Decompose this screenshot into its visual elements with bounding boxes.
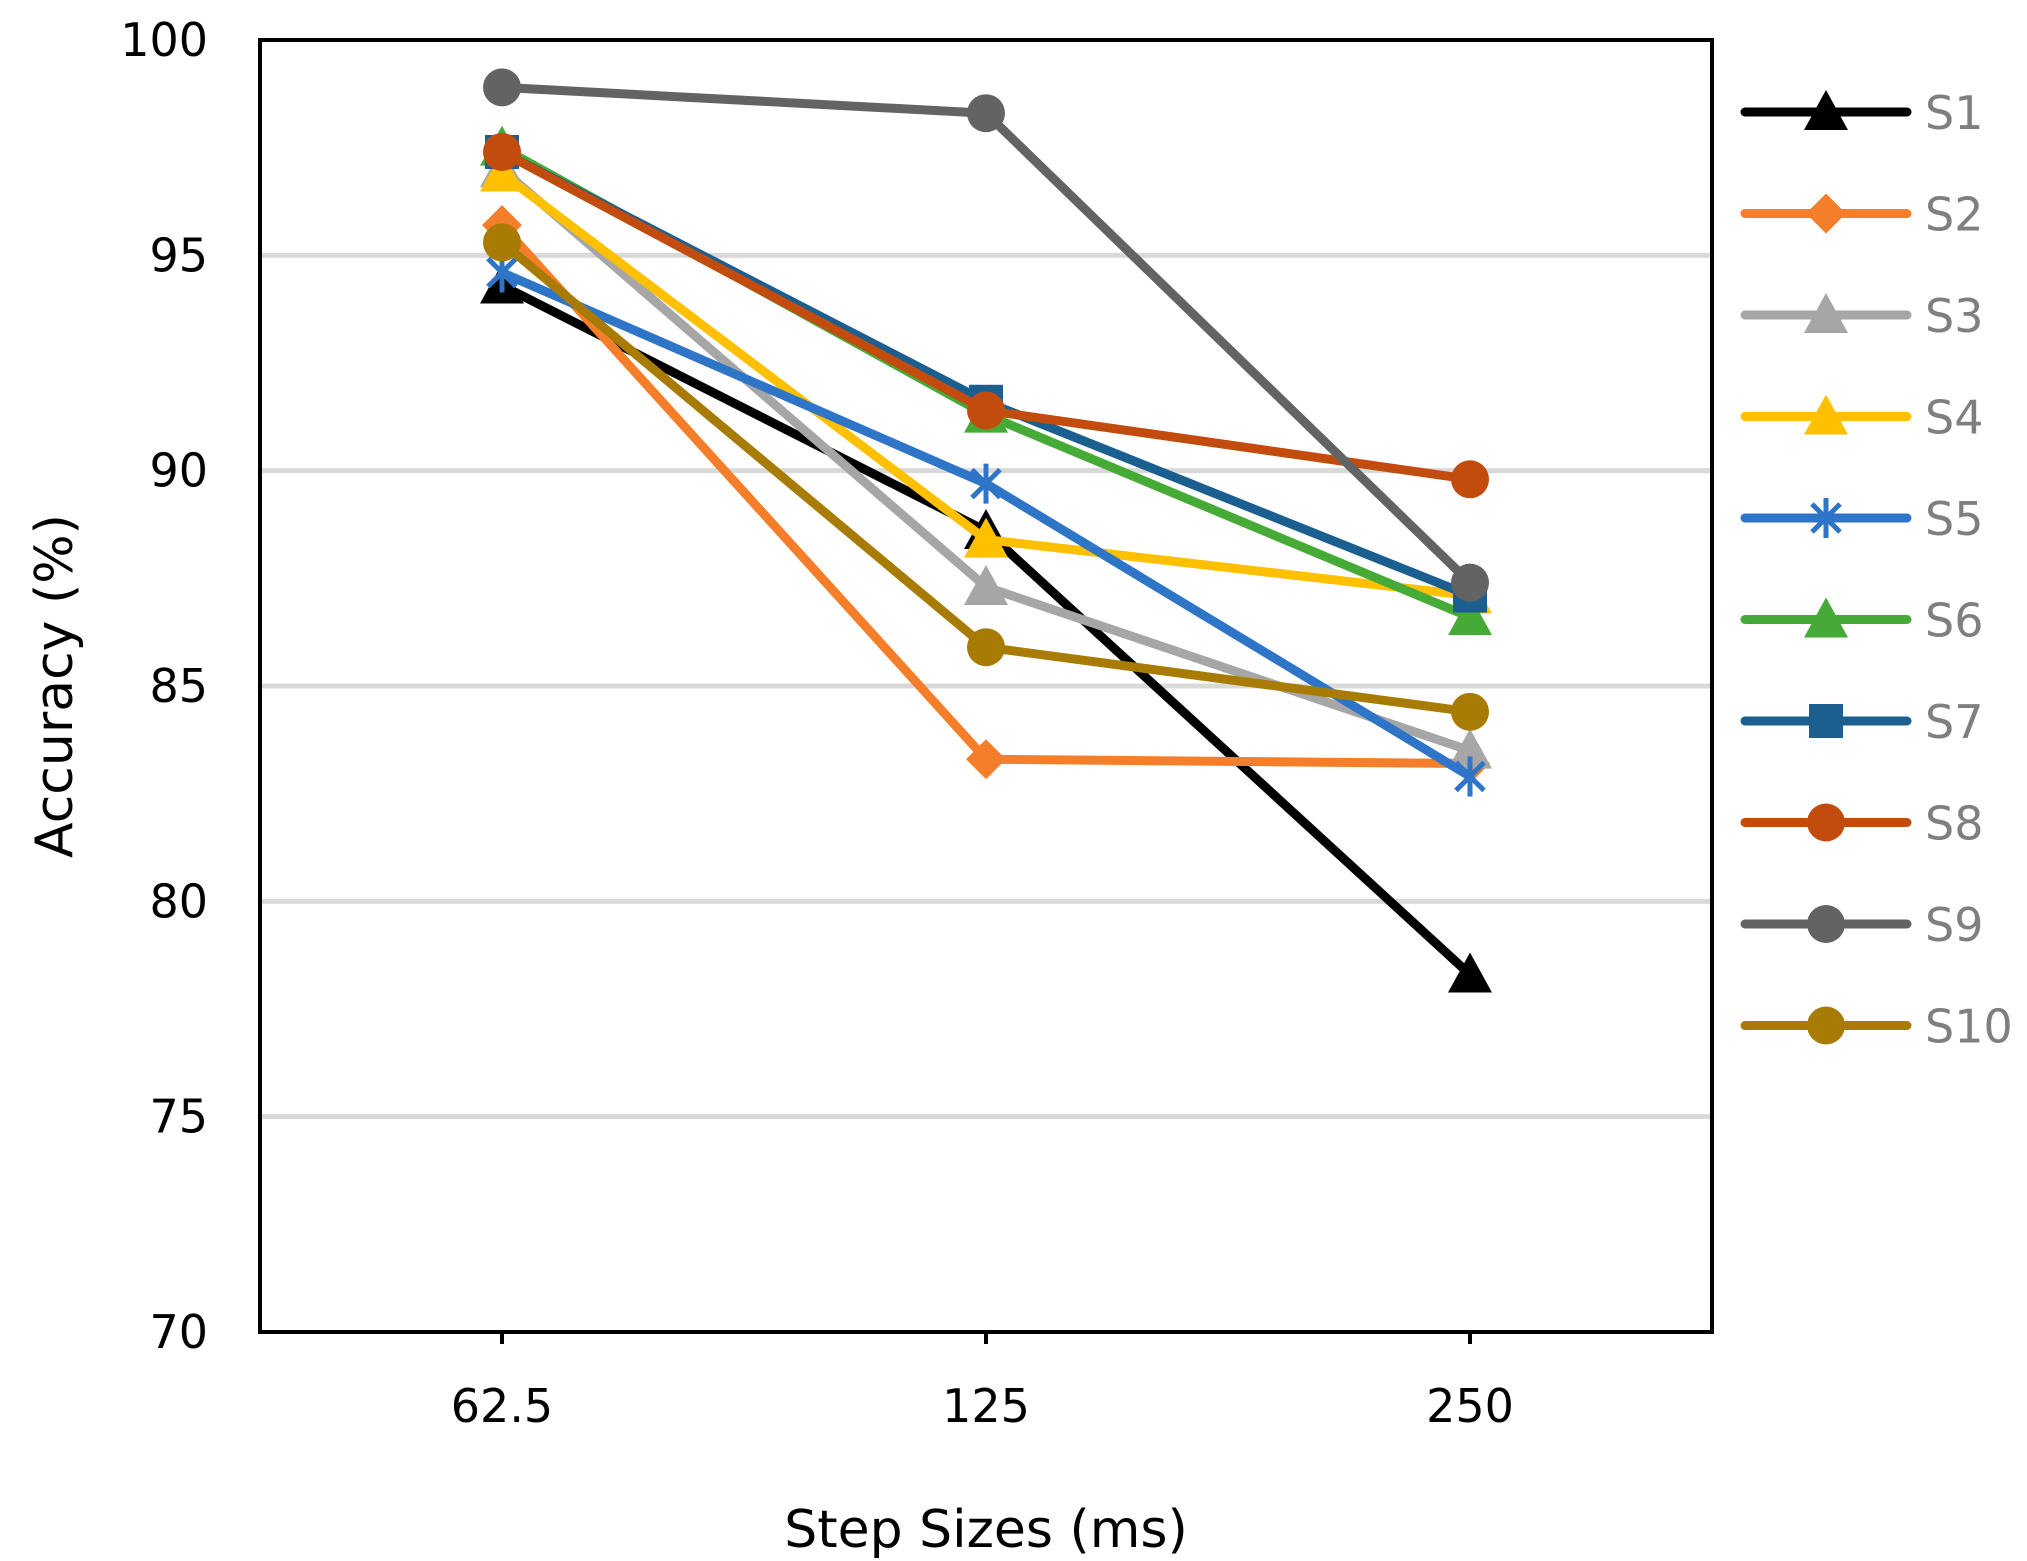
data-point-s2 (966, 739, 1006, 780)
legend-item-s1: S1 (1740, 86, 1983, 140)
legend-item-s5: S5 (1740, 492, 1983, 546)
data-point-s3 (1448, 728, 1492, 769)
y-tick-label: 95 (149, 228, 208, 282)
legend-item-s9: S9 (1740, 898, 1983, 952)
legend: S1 S2 S3 S4 S5 S6 S7 S8 S9 S10 (1740, 86, 2013, 1054)
legend-marker (1804, 90, 1848, 130)
series-s10 (483, 223, 1489, 731)
data-point-s9 (483, 68, 521, 107)
legend-item-s6: S6 (1740, 594, 1983, 648)
legend-marker (1804, 293, 1848, 333)
legend-label: S3 (1925, 289, 1983, 343)
legend-label: S1 (1925, 86, 1983, 140)
legend-marker (1807, 1006, 1845, 1045)
legend-item-s10: S10 (1740, 1000, 2013, 1054)
legend-marker (1810, 498, 1842, 538)
legend-label: S6 (1925, 594, 1983, 648)
legend-marker (1806, 193, 1846, 234)
x-axis-title: Step Sizes (ms) (784, 1500, 1188, 1560)
legend-marker (1807, 905, 1845, 943)
y-axis-ticks: 70 75 80 85 90 95 100 (120, 13, 208, 1359)
y-tick-label: 70 (149, 1305, 208, 1359)
legend-marker (1807, 803, 1845, 842)
data-point-s1 (1448, 952, 1492, 993)
x-axis-ticks: 62.5 125 250 (451, 1332, 1514, 1433)
series-s9 (483, 68, 1489, 602)
data-point-s10 (483, 223, 521, 262)
y-tick-label: 90 (149, 444, 208, 498)
legend-label: S10 (1925, 1000, 2013, 1054)
plot-area-frame (258, 38, 1714, 1334)
legend-label: S7 (1925, 695, 1983, 749)
legend-label: S8 (1925, 797, 1983, 851)
y-tick-label: 100 (120, 13, 208, 67)
x-tick-label: 62.5 (451, 1379, 553, 1433)
series-s5 (486, 252, 1486, 797)
legend-item-s8: S8 (1740, 797, 1983, 851)
legend-item-s3: S3 (1740, 289, 1983, 343)
data-point-s4 (964, 517, 1008, 558)
legend-label: S9 (1925, 898, 1983, 952)
legend-marker (1804, 394, 1848, 435)
legend-item-s2: S2 (1740, 188, 1983, 242)
legend-marker (1804, 597, 1848, 638)
data-point-s5 (970, 463, 1002, 504)
data-point-s4 (480, 151, 524, 192)
legend-item-s7: S7 (1740, 695, 1983, 749)
data-point-s10 (1451, 692, 1489, 731)
series-s8 (483, 132, 1489, 499)
series-s6 (480, 125, 1492, 636)
legend-label: S2 (1925, 188, 1983, 242)
y-axis-title: Accuracy (%) (25, 514, 85, 858)
gridlines (260, 252, 1712, 1120)
legend-marker (1809, 704, 1843, 738)
series-group (480, 68, 1492, 993)
legend-label: S4 (1925, 391, 1983, 445)
y-tick-label: 75 (149, 1090, 208, 1144)
data-point-s8 (483, 132, 521, 171)
data-point-s8 (967, 391, 1005, 430)
data-point-s9 (1451, 563, 1489, 602)
legend-label: S5 (1925, 492, 1983, 546)
data-point-s5 (1454, 756, 1486, 797)
data-point-s9 (967, 94, 1005, 133)
data-point-s10 (967, 628, 1005, 667)
y-tick-label: 80 (149, 874, 208, 928)
data-point-s8 (1451, 460, 1489, 499)
x-tick-label: 125 (942, 1379, 1030, 1433)
y-tick-label: 85 (149, 659, 208, 713)
legend-item-s4: S4 (1740, 391, 1983, 445)
x-tick-label: 250 (1426, 1379, 1514, 1433)
data-point-s6 (1448, 595, 1492, 636)
data-point-s3 (964, 564, 1008, 605)
